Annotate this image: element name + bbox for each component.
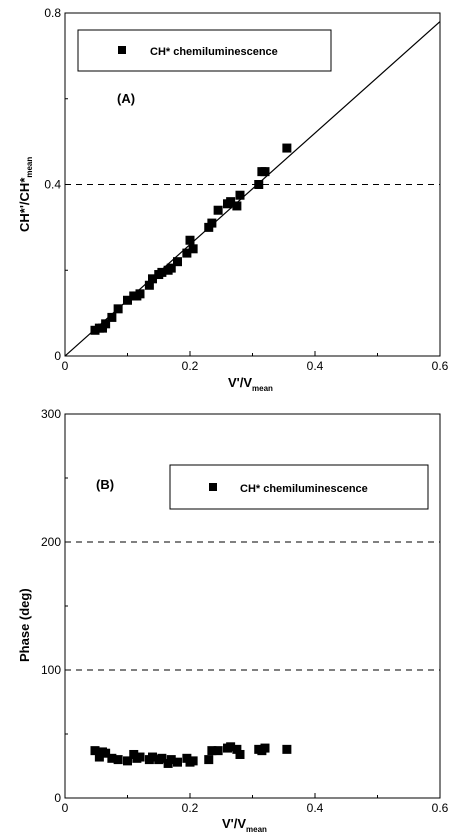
data-point-b-30 (282, 744, 292, 754)
data-point-a-3 (101, 319, 111, 329)
panel-label-a: (A) (117, 91, 135, 106)
legend-marker-b (209, 483, 217, 491)
data-point-b-15 (166, 755, 176, 765)
x-tick-label-a-0: 0 (62, 359, 69, 373)
data-point-b-3 (101, 748, 111, 758)
x-tick-label-b-3: 0.6 (432, 801, 449, 815)
y-axis-label-a-sub: mean (25, 157, 34, 178)
data-point-a-13 (157, 267, 167, 277)
data-point-b-5 (113, 755, 123, 765)
data-point-a-9 (135, 289, 145, 299)
y-tick-label-a-1: 0.4 (44, 178, 61, 192)
y-tick-label-b-2: 200 (41, 535, 61, 549)
data-point-b-21 (207, 746, 217, 756)
data-point-b-29 (260, 743, 270, 753)
data-point-b-22 (213, 746, 223, 756)
data-point-b-13 (157, 753, 167, 763)
x-axis-label-a-sub: mean (252, 384, 273, 393)
chart-panel-b: 0 0.2 0.4 0.6 0 100 200 300 CH* chemiluminescen… (17, 407, 449, 834)
data-point-a-4 (107, 312, 117, 322)
axis-ticks-b: 0 0.2 0.4 0.6 0 100 200 300 (41, 407, 449, 815)
legend-label-a: CH* chemiluminescence (150, 46, 278, 58)
x-tick-label-b-0: 0 (62, 801, 69, 815)
y-tick-label-b-3: 300 (41, 407, 61, 421)
data-point-a-19 (188, 244, 198, 254)
data-point-b-1 (94, 752, 104, 762)
data-point-b-4 (107, 753, 117, 763)
legend-b: CH* chemiluminescence (169, 464, 429, 510)
axis-ticks-a: 0 0.2 0.4 0.6 0 0.4 0.8 (44, 6, 448, 373)
reference-lines-b (65, 541, 440, 671)
data-point-b-11 (148, 752, 157, 762)
data-point-b-6 (123, 756, 132, 766)
data-point-b-25 (232, 744, 242, 754)
data-point-a-21 (207, 218, 217, 228)
data-point-a-16 (173, 257, 182, 267)
data-point-a-10 (144, 280, 154, 290)
data-point-b-19 (188, 756, 198, 766)
legend-a: CH* chemiluminescence (77, 29, 332, 72)
y-tick-label-a-0: 0 (54, 349, 61, 363)
data-point-b-20 (204, 755, 214, 765)
x-axis-label-b-main: V'/V (222, 816, 246, 831)
x-axis-label-b-sub: mean (246, 825, 267, 834)
data-point-a-25 (232, 201, 242, 211)
x-tick-label-b-1: 0.2 (182, 801, 199, 815)
data-point-a-24 (226, 197, 236, 207)
y-tick-label-b-1: 100 (41, 663, 61, 677)
data-point-a-15 (166, 263, 176, 273)
chart-panel-a: 0 0.2 0.4 0.600.40.8 CH* chemiluminescence … (17, 6, 449, 393)
data-point-a-18 (185, 235, 195, 245)
x-axis-label-a-main: V'/V (228, 375, 252, 390)
data-point-a-22 (213, 205, 223, 215)
data-point-a-27 (254, 180, 264, 189)
legend-label-b: CH* chemiluminescence (240, 483, 368, 495)
x-axis-label-a: V'/Vmean (228, 375, 273, 393)
y-axis-label-b: Phase (deg) (17, 588, 32, 662)
x-axis-label-b: V'/Vmean (222, 816, 267, 834)
data-point-b-16 (173, 757, 182, 767)
x-tick-label-a-2: 0.4 (307, 359, 324, 373)
data-point-b-9 (135, 752, 145, 762)
panel-label-b: (B) (96, 477, 114, 492)
y-axis-label-a: CH*'/CH*mean (17, 157, 34, 232)
data-point-a-6 (123, 295, 132, 305)
data-point-a-11 (148, 274, 157, 284)
data-point-a-5 (113, 304, 123, 314)
data-point-b-26 (235, 749, 245, 759)
data-point-a-17 (182, 248, 192, 258)
data-points-b (90, 742, 292, 768)
y-tick-label-a-2: 0.8 (44, 6, 61, 20)
y-axis-label-a-main: CH*'/CH* (17, 177, 32, 232)
x-tick-label-a-1: 0.2 (182, 359, 199, 373)
x-tick-label-b-2: 0.4 (307, 801, 324, 815)
data-point-a-26 (235, 190, 245, 200)
y-tick-label-b-0: 0 (54, 791, 61, 805)
data-point-b-0 (90, 746, 100, 756)
data-point-b-24 (226, 742, 236, 752)
x-tick-label-a-3: 0.6 (432, 359, 449, 373)
data-point-a-30 (282, 143, 292, 153)
data-point-a-29 (260, 167, 270, 177)
legend-marker-a (118, 46, 126, 54)
data-points-a (90, 143, 292, 335)
